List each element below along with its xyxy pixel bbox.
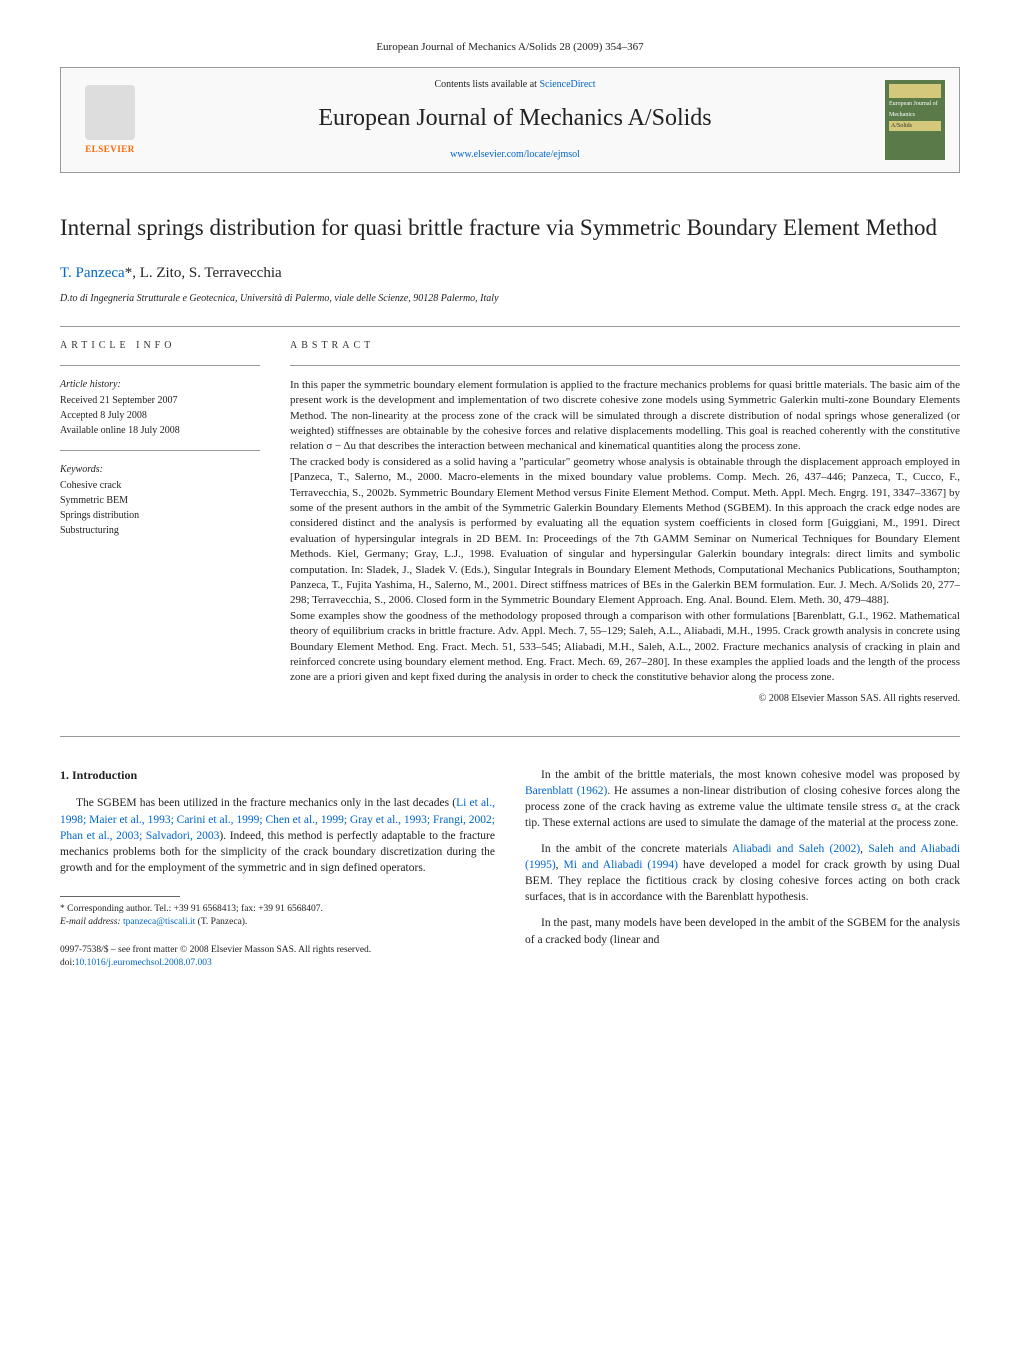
cover-text-sub: A/Solids: [889, 121, 941, 131]
info-abstract-row: ARTICLE INFO Article history: Received 2…: [60, 339, 960, 706]
footnote-rule: [60, 896, 180, 897]
elsevier-logo: ELSEVIER: [75, 80, 145, 160]
keyword-0: Cohesive crack: [60, 479, 260, 493]
issn-copyright-line: 0997-7538/$ – see front matter © 2008 El…: [60, 944, 495, 957]
journal-title: European Journal of Mechanics A/Solids: [161, 102, 869, 136]
received-line: Received 21 September 2007: [60, 394, 260, 408]
p1-pre: The SGBEM has been utilized in the fract…: [76, 797, 456, 809]
aliabadi-saleh-link[interactable]: Aliabadi and Saleh (2002): [732, 843, 860, 855]
barenblatt-link[interactable]: Barenblatt (1962): [525, 785, 607, 797]
section-number: 1.: [60, 768, 69, 782]
intro-para-1: The SGBEM has been utilized in the fract…: [60, 795, 495, 875]
p3-pre: In the ambit of the concrete materials: [541, 843, 732, 855]
cover-text-top: European Journal of: [889, 100, 941, 108]
mi-aliabadi-link[interactable]: Mi and Aliabadi (1994): [564, 859, 679, 871]
running-header: European Journal of Mechanics A/Solids 2…: [60, 40, 960, 55]
header-center: Contents lists available at ScienceDirec…: [161, 78, 869, 162]
doi-line: doi:10.1016/j.euromechsol.2008.07.003: [60, 957, 495, 970]
right-column: In the ambit of the brittle materials, t…: [525, 767, 960, 970]
left-column: 1. Introduction The SGBEM has been utili…: [60, 767, 495, 970]
email-link[interactable]: tpanzeca@tiscali.it: [123, 917, 195, 927]
abstract-column: ABSTRACT In this paper the symmetric bou…: [290, 339, 960, 706]
article-title: Internal springs distribution for quasi …: [60, 213, 960, 243]
elsevier-tree-icon: [85, 85, 135, 140]
p3-mid2: ,: [556, 859, 564, 871]
intro-para-4: In the past, many models have been devel…: [525, 915, 960, 947]
abstract-rule: [290, 365, 960, 366]
keyword-1: Symmetric BEM: [60, 494, 260, 508]
online-line: Available online 18 July 2008: [60, 424, 260, 438]
abstract-para-2: The cracked body is considered as a soli…: [290, 455, 960, 609]
abstract-copyright: © 2008 Elsevier Masson SAS. All rights r…: [290, 692, 960, 706]
bottom-info: 0997-7538/$ – see front matter © 2008 El…: [60, 944, 495, 971]
rule-bottom: [60, 736, 960, 737]
article-info-column: ARTICLE INFO Article history: Received 2…: [60, 339, 260, 706]
abstract-heading: ABSTRACT: [290, 339, 960, 353]
doi-link[interactable]: 10.1016/j.euromechsol.2008.07.003: [75, 958, 212, 968]
intro-para-3: In the ambit of the concrete materials A…: [525, 841, 960, 905]
info-rule-1: [60, 365, 260, 366]
p2-pre: In the ambit of the brittle materials, t…: [541, 769, 960, 781]
corresponding-author-footnote: * Corresponding author. Tel.: +39 91 656…: [60, 903, 495, 930]
intro-para-2: In the ambit of the brittle materials, t…: [525, 767, 960, 831]
rule-top: [60, 326, 960, 327]
keywords-label: Keywords:: [60, 463, 260, 477]
cover-top-bar: [889, 84, 941, 98]
abstract-text: In this paper the symmetric boundary ele…: [290, 378, 960, 686]
keyword-2: Springs distribution: [60, 509, 260, 523]
keyword-3: Substructuring: [60, 524, 260, 538]
history-label: Article history:: [60, 378, 260, 392]
authors-rest: , L. Zito, S. Terravecchia: [132, 265, 281, 281]
email-label: E-mail address:: [60, 917, 121, 927]
accepted-line: Accepted 8 July 2008: [60, 409, 260, 423]
contents-prefix: Contents lists available at: [434, 79, 539, 90]
email-suffix: (T. Panzeca).: [198, 917, 248, 927]
cover-text-main: Mechanics: [889, 111, 941, 119]
email-line: E-mail address: tpanzeca@tiscali.it (T. …: [60, 916, 495, 929]
section-title: Introduction: [72, 768, 137, 782]
corr-tel-fax: * Corresponding author. Tel.: +39 91 656…: [60, 903, 495, 916]
doi-prefix: doi:: [60, 958, 75, 968]
authors-line: T. Panzeca*, L. Zito, S. Terravecchia: [60, 263, 960, 284]
affiliation: D.to di Ingegneria Strutturale e Geotecn…: [60, 292, 960, 306]
info-rule-2: [60, 450, 260, 451]
body-columns: 1. Introduction The SGBEM has been utili…: [60, 767, 960, 970]
contents-line: Contents lists available at ScienceDirec…: [161, 78, 869, 92]
abstract-para-3: Some examples show the goodness of the m…: [290, 609, 960, 686]
journal-header-box: ELSEVIER Contents lists available at Sci…: [60, 67, 960, 173]
section-1-heading: 1. Introduction: [60, 767, 495, 784]
elsevier-name: ELSEVIER: [85, 143, 135, 156]
abstract-para-1: In this paper the symmetric boundary ele…: [290, 378, 960, 455]
journal-homepage-link-wrap: www.elsevier.com/locate/ejmsol: [161, 148, 869, 162]
article-info-heading: ARTICLE INFO: [60, 339, 260, 353]
journal-cover-thumbnail: European Journal of Mechanics A/Solids: [885, 80, 945, 160]
sciencedirect-link[interactable]: ScienceDirect: [539, 79, 595, 90]
author-link-panzeca[interactable]: T. Panzeca: [60, 265, 125, 281]
journal-homepage-link[interactable]: www.elsevier.com/locate/ejmsol: [450, 149, 580, 160]
